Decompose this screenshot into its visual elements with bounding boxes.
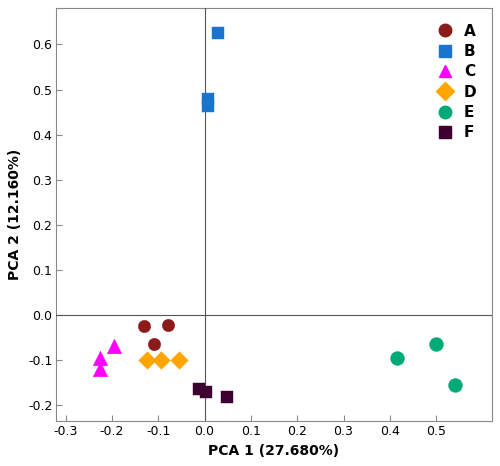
Y-axis label: PCA 2 (12.160%): PCA 2 (12.160%) xyxy=(8,149,22,280)
Point xyxy=(450,381,458,389)
Point xyxy=(195,386,203,393)
Point xyxy=(142,356,150,364)
Point xyxy=(175,356,183,364)
Point xyxy=(204,103,212,110)
Point xyxy=(202,388,209,395)
Point xyxy=(392,354,400,362)
Point xyxy=(223,393,231,401)
Point xyxy=(96,354,104,362)
Point xyxy=(214,29,222,37)
Point xyxy=(156,356,164,364)
Point xyxy=(204,96,212,103)
Point xyxy=(164,321,172,329)
Legend: A, B, C, D, E, F: A, B, C, D, E, F xyxy=(422,16,484,148)
Point xyxy=(432,341,440,348)
X-axis label: PCA 1 (27.680%): PCA 1 (27.680%) xyxy=(208,444,340,458)
Point xyxy=(150,341,158,348)
Point xyxy=(140,322,148,330)
Point xyxy=(96,365,104,373)
Point xyxy=(110,342,118,350)
